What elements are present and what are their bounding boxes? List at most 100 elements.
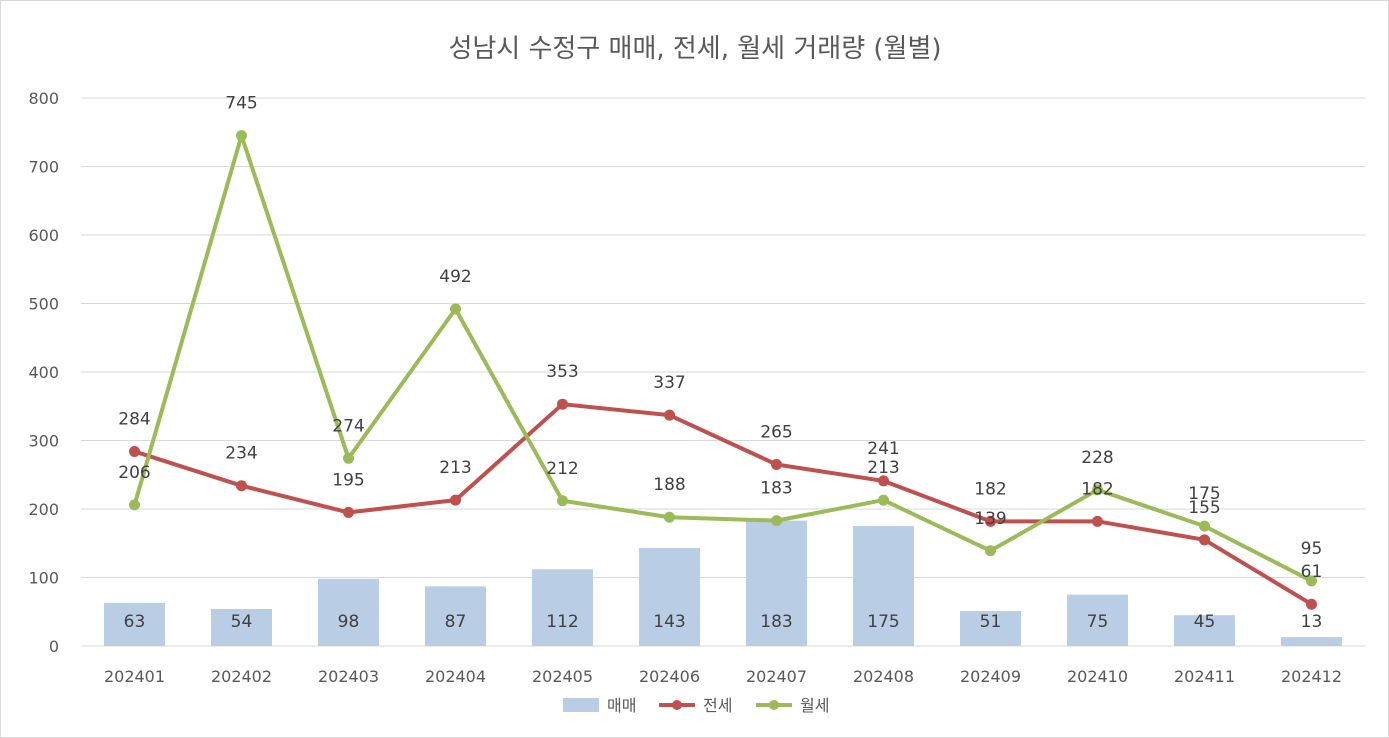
- grid-layer: 0 100 200 300 400 500 600 700 800 202401 202402 202…: [28, 89, 1365, 686]
- series-point: [236, 480, 247, 492]
- lines-layer: [129, 130, 1317, 610]
- x-tick-label: 202409: [960, 667, 1021, 686]
- bar: [746, 520, 807, 646]
- bar-data-label: 51: [980, 612, 1002, 632]
- legend-marker: [672, 700, 682, 710]
- x-tick-label: 202410: [1067, 667, 1128, 686]
- bar-data-label: 183: [760, 612, 792, 632]
- x-tick-label: 202402: [211, 667, 272, 686]
- series-point: [1306, 575, 1317, 587]
- bar: [211, 609, 272, 646]
- bar: [425, 586, 486, 646]
- series-point: [236, 130, 247, 142]
- x-tick-label: 202411: [1174, 667, 1235, 686]
- line-data-label: 188: [653, 475, 685, 495]
- bar: [1174, 615, 1235, 646]
- series-line: [132, 133, 1314, 583]
- series-point: [771, 515, 782, 527]
- series-point: [343, 506, 354, 518]
- series-point: [129, 499, 140, 511]
- bar-data-label: 87: [445, 612, 467, 632]
- line-data-label: 155: [1188, 498, 1220, 518]
- line-data-label: 182: [1081, 479, 1113, 499]
- bar-data-label: 112: [546, 612, 578, 632]
- legend-label: 매매: [607, 696, 636, 715]
- legend-label: 전세: [703, 696, 732, 715]
- bar-data-label: 75: [1087, 612, 1109, 632]
- bar-data-label: 63: [124, 612, 146, 632]
- line-data-label: 265: [760, 422, 792, 442]
- series-point: [878, 475, 889, 487]
- series-point: [1199, 534, 1210, 546]
- series-point: [664, 409, 675, 421]
- y-tick-label: 400: [28, 363, 59, 382]
- bar: [1281, 637, 1342, 646]
- line-data-label: 61: [1301, 562, 1323, 582]
- line-data-label: 195: [332, 470, 364, 490]
- bar-data-label: 54: [231, 612, 253, 632]
- y-tick-label: 600: [28, 226, 59, 245]
- line-data-label: 213: [439, 458, 471, 478]
- x-tick-label: 202406: [639, 667, 700, 686]
- x-tick-label: 202412: [1281, 667, 1342, 686]
- bar-data-label: 98: [338, 612, 360, 632]
- line-data-label: 228: [1081, 448, 1113, 468]
- bars-layer: [104, 520, 1342, 646]
- series-point: [1306, 598, 1317, 610]
- labels-layer: 63 54 98 87 112 143 183 175 51 75 45 13 284 234 195 213…: [118, 94, 1322, 632]
- bar-data-label: 45: [1194, 612, 1216, 632]
- line-data-label: 183: [760, 479, 792, 499]
- legend-label: 월세: [800, 696, 829, 715]
- legend-swatch: [563, 698, 599, 712]
- x-tick-label: 202407: [746, 667, 807, 686]
- line-data-label: 213: [867, 458, 899, 478]
- series-line: [132, 402, 1314, 607]
- x-tick-label: 202405: [532, 667, 593, 686]
- x-tick-label: 202404: [425, 667, 486, 686]
- x-tick-label: 202401: [104, 667, 165, 686]
- line-data-label: 284: [118, 409, 150, 429]
- series-point: [129, 445, 140, 457]
- bar: [104, 602, 165, 646]
- line-data-label: 337: [653, 373, 685, 393]
- chart-title: 성남시 수정구 매매, 전세, 월세 거래량 (월별): [448, 34, 941, 64]
- series-point: [557, 495, 568, 507]
- y-tick-label: 800: [28, 89, 59, 108]
- bar-data-label: 13: [1301, 612, 1323, 632]
- bar: [853, 526, 914, 646]
- line-data-label: 745: [225, 94, 257, 114]
- y-tick-label: 500: [28, 295, 59, 314]
- series-point: [771, 458, 782, 470]
- bar: [1067, 594, 1128, 646]
- series-point: [985, 515, 996, 527]
- series-point: [450, 494, 461, 506]
- series-point: [985, 545, 996, 557]
- line-data-label: 95: [1301, 539, 1323, 559]
- series-point: [1092, 515, 1103, 527]
- x-tick-label: 202403: [318, 667, 379, 686]
- legend: 매매 전세 월세: [563, 696, 829, 715]
- series-point: [450, 303, 461, 315]
- line-data-label: 175: [1188, 484, 1220, 504]
- series-point: [557, 398, 568, 410]
- bar: [639, 548, 700, 646]
- series-point: [1092, 484, 1103, 496]
- line-data-label: 241: [867, 439, 899, 459]
- line-data-label: 139: [974, 509, 1006, 529]
- bar-data-label: 175: [867, 612, 899, 632]
- bar: [532, 569, 593, 646]
- legend-marker: [769, 700, 779, 710]
- series-point: [664, 511, 675, 523]
- line-data-label: 212: [546, 459, 578, 479]
- series-point: [343, 452, 354, 464]
- line-data-label: 492: [439, 267, 471, 287]
- y-tick-label: 300: [28, 432, 59, 451]
- y-tick-label: 0: [49, 637, 59, 656]
- line-data-label: 353: [546, 362, 578, 382]
- bar: [960, 611, 1021, 646]
- line-data-label: 206: [118, 463, 150, 483]
- bar: [318, 578, 379, 646]
- x-tick-label: 202408: [853, 667, 914, 686]
